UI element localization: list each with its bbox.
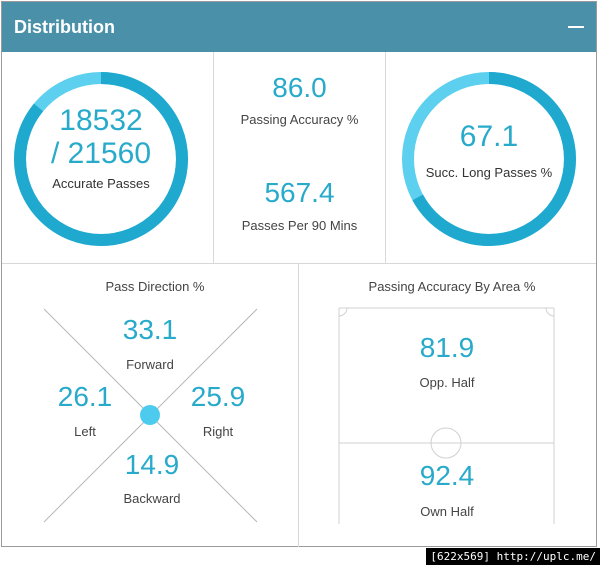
right-label: Right — [202, 424, 234, 439]
divider — [2, 263, 596, 264]
forward-label: Forward — [126, 357, 174, 372]
right-value: 25.9 — [190, 381, 246, 412]
backward-value: 14.9 — [124, 449, 180, 480]
own-half-label: Own Half — [420, 504, 474, 519]
image-size-badge: [622x569] http://uplc.me/ — [426, 548, 600, 565]
accurate-passes-card: 18532 / 21560 Accurate Passes — [2, 52, 213, 263]
minus-icon[interactable] — [568, 26, 584, 28]
long-passes-ring — [402, 72, 576, 246]
left-label: Left — [74, 424, 96, 439]
total-passes-value: / 21560 — [50, 137, 152, 170]
opp-half-label: Opp. Half — [419, 375, 475, 390]
panel-title: Distribution — [14, 17, 115, 37]
divider — [213, 52, 214, 263]
passing-accuracy-label: Passing Accuracy % — [240, 112, 359, 127]
long-passes-card: 67.1 Succ. Long Passes % — [386, 52, 596, 263]
passing-stats-card: 86.0 Passing Accuracy % 567.4 Passes Per… — [214, 52, 385, 263]
passes-per-90-label: Passes Per 90 Mins — [241, 218, 358, 233]
distribution-panel: Distribution 18532 / 21560 Accurate Pass… — [1, 1, 597, 547]
long-passes-value: 67.1 — [459, 120, 519, 153]
accurate-passes-ring — [14, 72, 188, 246]
long-passes-label: Succ. Long Passes % — [425, 165, 553, 180]
left-value: 26.1 — [57, 381, 113, 412]
center-dot — [140, 405, 160, 425]
accurate-passes-label: Accurate Passes — [52, 176, 150, 191]
pass-direction-card: Pass Direction % 33.1 Forward 26.1 Left … — [2, 264, 298, 547]
pitch-diagram — [338, 307, 555, 524]
accuracy-by-area-title: Passing Accuracy By Area % — [368, 279, 536, 294]
divider — [385, 52, 386, 263]
panel-header: Distribution — [2, 2, 596, 52]
forward-value: 33.1 — [122, 314, 178, 345]
opp-half-value: 81.9 — [419, 332, 475, 363]
backward-label: Backward — [123, 491, 181, 506]
pass-direction-title: Pass Direction % — [105, 279, 205, 294]
passes-per-90-value: 567.4 — [264, 177, 335, 208]
divider — [298, 263, 299, 547]
accuracy-by-area-card: Passing Accuracy By Area % 81.9 Opp. Hal… — [299, 264, 596, 547]
own-half-value: 92.4 — [419, 460, 475, 491]
accurate-passes-value: 18532 — [59, 104, 143, 137]
passing-accuracy-value: 86.0 — [272, 72, 327, 103]
pass-direction-diagram — [43, 308, 258, 523]
